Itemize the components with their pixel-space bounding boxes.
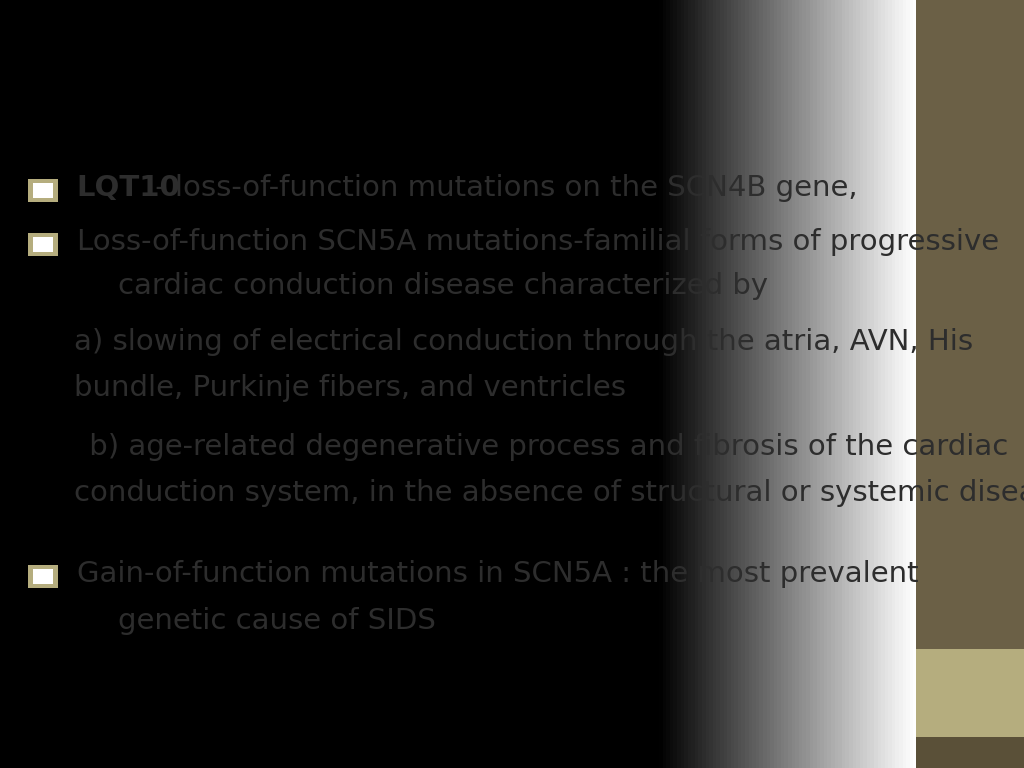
Text: - loss-of-function mutations on the SCN4B gene,: - loss-of-function mutations on the SCN4… [146,174,858,202]
Bar [916,0,1024,649]
Text: LQT10: LQT10 [77,174,180,202]
Text: genetic cause of SIDS: genetic cause of SIDS [118,607,435,634]
Text: b) age-related degenerative process and fibrosis of the cardiac: b) age-related degenerative process and … [80,433,1008,461]
Bar [33,569,53,584]
Text: bundle, Purkinje fibers, and ventricles: bundle, Purkinje fibers, and ventricles [74,374,626,402]
Text: conduction system, in the absence of structural or systemic disease: conduction system, in the absence of str… [74,479,1024,507]
Text: a) slowing of electrical conduction through the atria, AVN, His: a) slowing of electrical conduction thro… [74,328,973,356]
Bar [916,649,1024,737]
Bar [28,565,58,588]
Bar [916,737,1024,768]
Text: Loss-of-function SCN5A mutations-familial forms of progressive: Loss-of-function SCN5A mutations-familia… [77,228,999,256]
Bar [33,237,53,252]
Bar [28,179,58,202]
Text: cardiac conduction disease characterized by: cardiac conduction disease characterized… [118,272,768,300]
Bar [28,233,58,256]
Bar [33,183,53,198]
Text: Gain-of-function mutations in SCN5A : the most prevalent: Gain-of-function mutations in SCN5A : th… [77,561,919,588]
